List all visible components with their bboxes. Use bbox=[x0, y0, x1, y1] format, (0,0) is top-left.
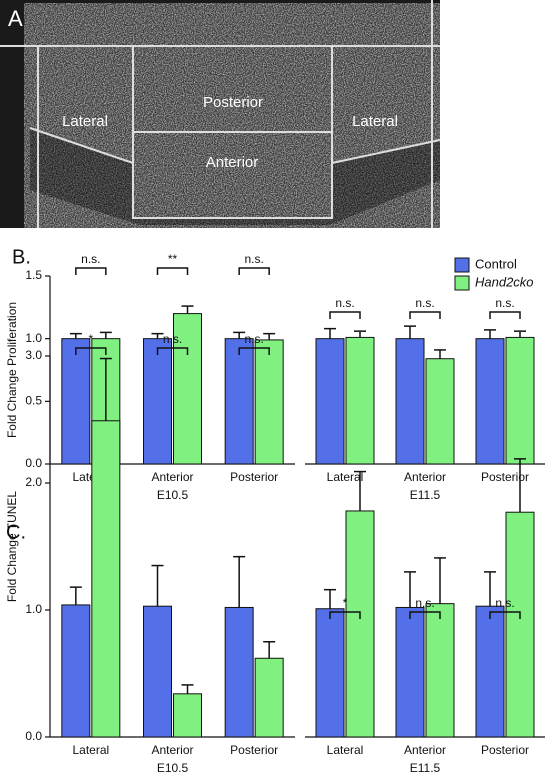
significance-bracket bbox=[329, 311, 361, 319]
x-axis-title: E10.5 bbox=[157, 488, 189, 502]
x-axis-title: E11.5 bbox=[410, 761, 441, 775]
x-tick-label: Anterior bbox=[151, 470, 193, 484]
bar bbox=[345, 510, 375, 738]
significance-label: n.s. bbox=[81, 252, 100, 266]
x-tick-label: Anterior bbox=[404, 470, 446, 484]
y-axis-title: Fold Change Proliferation bbox=[5, 302, 19, 438]
bar bbox=[254, 339, 284, 465]
x-tick-label: Anterior bbox=[151, 743, 193, 757]
x-axis-title: E10.5 bbox=[157, 761, 189, 775]
bar bbox=[425, 603, 455, 738]
y-tick-label: 3.0 bbox=[25, 348, 42, 362]
y-tick-label: 1.5 bbox=[25, 268, 42, 282]
significance-label: ** bbox=[168, 252, 178, 266]
legend-label: Hand2cko bbox=[475, 274, 534, 289]
significance-bracket bbox=[329, 611, 361, 619]
x-tick-label: Lateral bbox=[327, 743, 364, 757]
micrograph-panel: A Lateral Posterior Anterior Lateral bbox=[0, 0, 441, 228]
bar bbox=[61, 338, 91, 465]
legend-swatch bbox=[454, 275, 470, 291]
bar bbox=[315, 608, 345, 738]
legend-swatch bbox=[454, 257, 470, 273]
region-label: Lateral bbox=[62, 113, 108, 130]
x-axis-title: E11.5 bbox=[410, 488, 441, 502]
significance-bracket bbox=[156, 267, 189, 275]
bar bbox=[143, 605, 172, 738]
y-tick-label: 1.0 bbox=[25, 331, 42, 345]
overlay-line bbox=[29, 127, 134, 164]
significance-label: n.s. bbox=[495, 596, 514, 610]
significance-label: n.s. bbox=[415, 296, 434, 310]
bar bbox=[395, 606, 425, 738]
significance-bracket bbox=[409, 311, 441, 319]
bar bbox=[505, 336, 535, 465]
significance-bracket bbox=[75, 267, 107, 275]
y-tick-label: 1.0 bbox=[25, 602, 42, 616]
bar bbox=[224, 606, 254, 738]
x-tick-label: Posterior bbox=[230, 470, 278, 484]
x-tick-label: Posterior bbox=[481, 470, 529, 484]
significance-label: n.s. bbox=[163, 332, 182, 346]
significance-bracket bbox=[409, 611, 441, 619]
bar bbox=[143, 338, 172, 465]
bar bbox=[315, 338, 345, 465]
significance-bracket bbox=[156, 347, 189, 355]
y-tick-label: 0.5 bbox=[25, 394, 42, 408]
y-tick-label: 0.0 bbox=[25, 456, 42, 470]
x-tick-label: Posterior bbox=[230, 743, 278, 757]
bar bbox=[395, 338, 425, 465]
x-tick-label: Posterior bbox=[481, 743, 529, 757]
x-tick-label: Lateral bbox=[327, 470, 364, 484]
x-tick-label: Anterior bbox=[404, 743, 446, 757]
significance-label: n.s. bbox=[244, 252, 263, 266]
bar bbox=[173, 313, 202, 465]
micrograph-texture bbox=[24, 3, 440, 228]
significance-label: * bbox=[343, 596, 348, 610]
region-label: Posterior bbox=[203, 94, 263, 111]
y-tick-label: 2.0 bbox=[25, 475, 42, 489]
bar bbox=[173, 693, 202, 738]
region-label: Anterior bbox=[206, 154, 259, 171]
significance-bracket bbox=[489, 311, 521, 319]
significance-label: n.s. bbox=[244, 332, 263, 346]
panel-label: B. bbox=[12, 246, 31, 268]
bar bbox=[475, 338, 505, 465]
y-tick-label: 0.0 bbox=[25, 729, 42, 743]
bar bbox=[505, 511, 535, 738]
significance-label: * bbox=[88, 332, 93, 346]
panel-label: A bbox=[8, 6, 23, 31]
bar bbox=[224, 338, 254, 465]
bar bbox=[61, 604, 91, 738]
significance-bracket bbox=[489, 611, 521, 619]
y-axis-title: Fold Change TUNEL bbox=[5, 491, 19, 602]
legend-label: Control bbox=[475, 256, 517, 271]
region-label: Lateral bbox=[352, 113, 398, 130]
significance-bracket bbox=[238, 267, 270, 275]
bar bbox=[345, 336, 375, 465]
bar bbox=[475, 605, 505, 738]
overlay-line bbox=[331, 139, 441, 164]
bar bbox=[254, 657, 284, 738]
significance-label: n.s. bbox=[335, 296, 354, 310]
x-tick-label: Lateral bbox=[72, 743, 109, 757]
bar bbox=[425, 358, 455, 465]
significance-label: n.s. bbox=[495, 296, 514, 310]
significance-label: n.s. bbox=[415, 596, 434, 610]
significance-bracket bbox=[238, 347, 270, 355]
bar bbox=[91, 420, 121, 738]
panel-label: C. bbox=[6, 521, 26, 543]
significance-bracket bbox=[75, 347, 107, 355]
